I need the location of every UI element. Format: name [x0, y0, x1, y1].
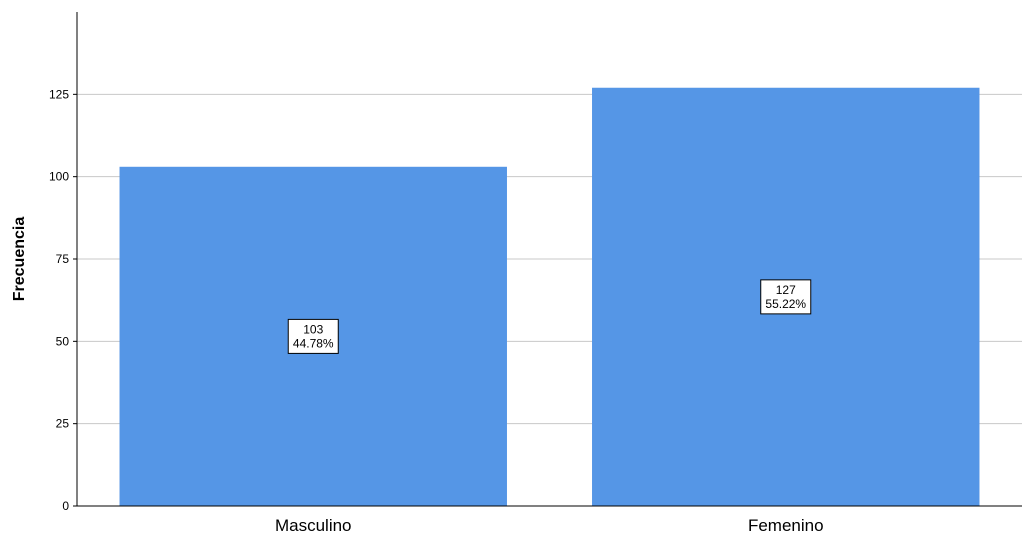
data-label-box	[760, 279, 812, 315]
y-tick-label: 0	[62, 499, 69, 513]
y-tick-labels: 0 25 50 75 100 125	[49, 87, 77, 513]
data-label-count: 127	[776, 283, 796, 297]
x-category-label: Femenino	[748, 516, 824, 535]
data-label-percent: 44.78%	[293, 336, 334, 350]
y-tick-label: 25	[56, 417, 70, 431]
y-tick-label: 50	[56, 334, 70, 348]
data-label-count: 103	[303, 322, 323, 336]
bars	[119, 87, 980, 506]
data-label-percent: 55.22%	[765, 297, 806, 311]
y-tick-label: 125	[49, 87, 69, 101]
data-label-box	[287, 318, 339, 354]
x-category-label: Masculino	[275, 516, 352, 535]
y-axis-title: Frecuencia	[11, 217, 28, 302]
y-tick-label: 75	[56, 252, 70, 266]
y-tick-label: 100	[49, 170, 69, 184]
x-category-labels: Masculino Femenino	[275, 516, 824, 535]
